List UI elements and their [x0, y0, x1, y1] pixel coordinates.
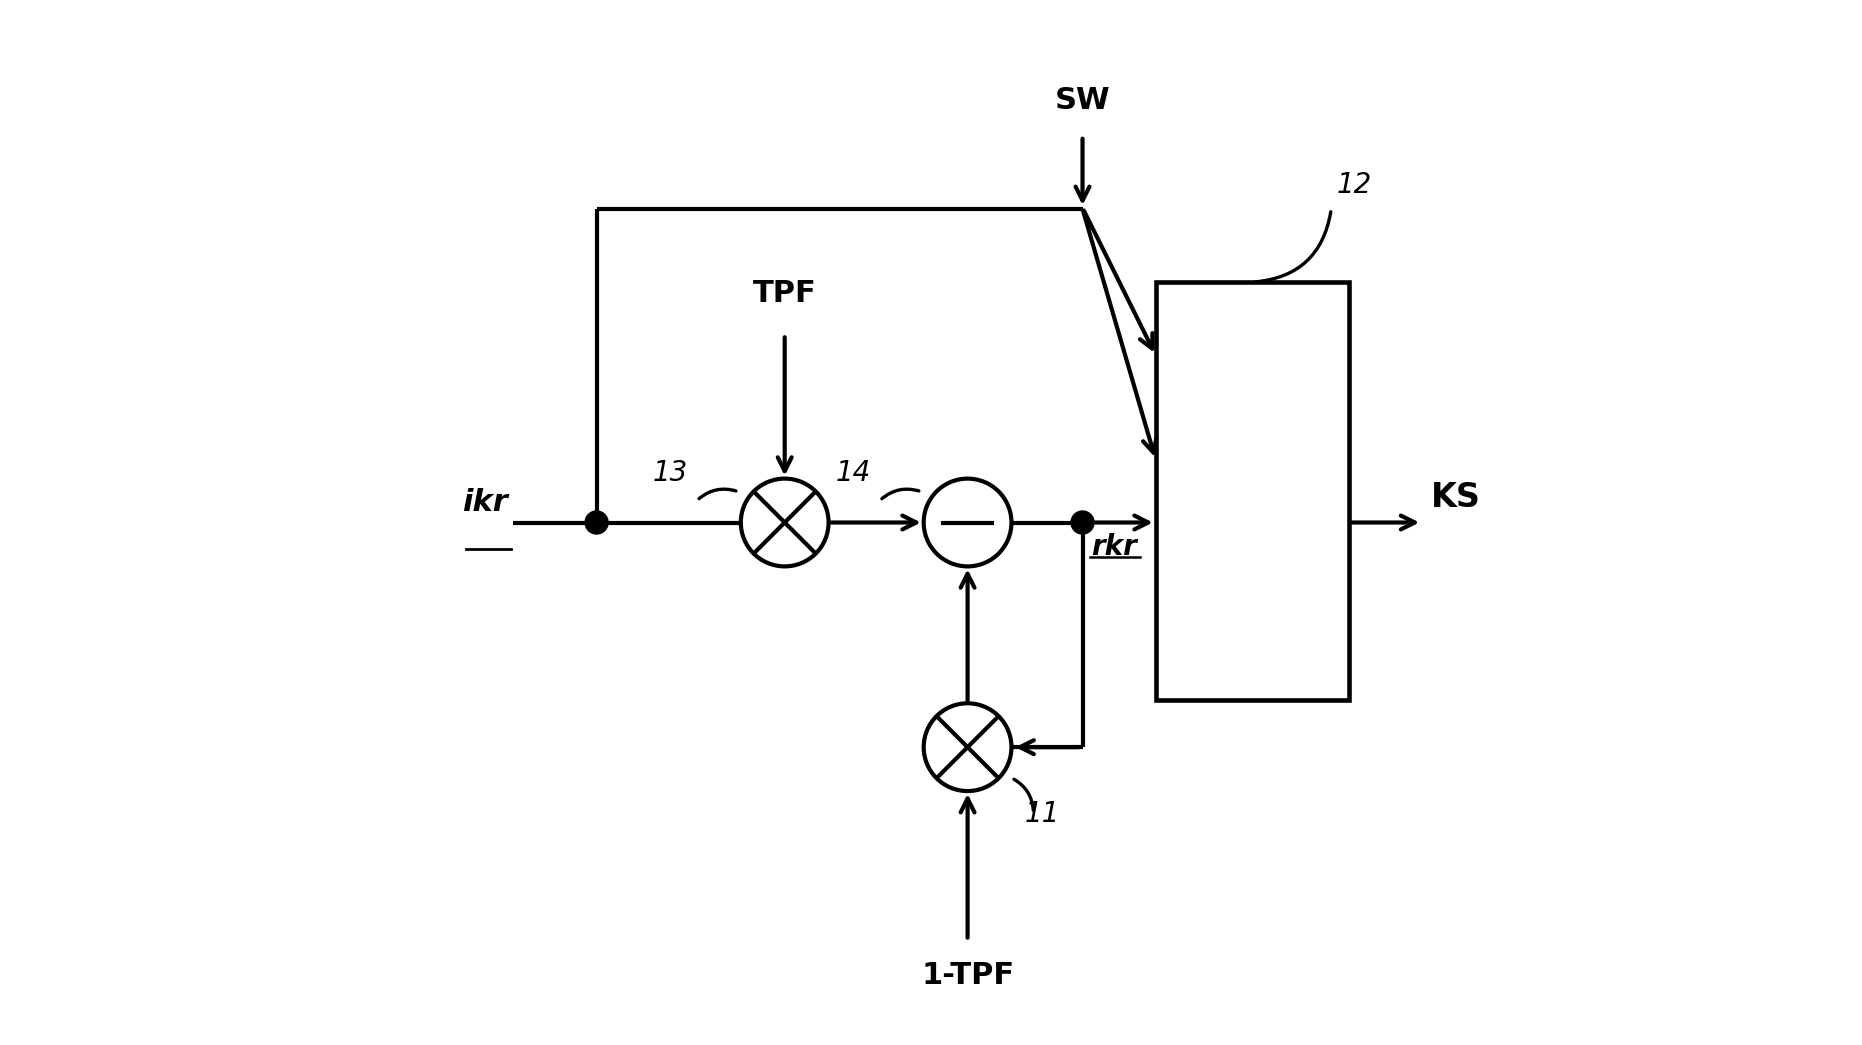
Text: 13: 13 — [654, 460, 689, 487]
Text: 1-TPF: 1-TPF — [922, 961, 1015, 991]
Circle shape — [1071, 511, 1095, 534]
Text: SW: SW — [1054, 86, 1110, 115]
Text: rkr: rkr — [1091, 533, 1136, 561]
Text: KS: KS — [1430, 481, 1480, 514]
Text: ikr: ikr — [462, 488, 508, 517]
Bar — [1156, 282, 1348, 700]
Circle shape — [585, 511, 609, 534]
Text: TPF: TPF — [752, 279, 817, 308]
Text: 11: 11 — [1024, 799, 1059, 828]
Text: 14: 14 — [836, 460, 871, 487]
Text: 12: 12 — [1337, 170, 1372, 199]
